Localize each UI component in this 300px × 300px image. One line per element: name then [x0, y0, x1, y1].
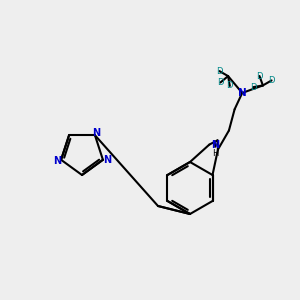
Text: D: D — [256, 71, 263, 80]
Text: N: N — [53, 156, 61, 166]
Text: N: N — [211, 140, 219, 150]
Text: D: D — [268, 76, 275, 85]
Text: H: H — [212, 149, 218, 158]
Text: D: D — [250, 83, 256, 92]
Text: N: N — [238, 88, 247, 98]
Text: N: N — [92, 128, 100, 138]
Text: D: D — [226, 81, 233, 90]
Text: D: D — [216, 67, 223, 76]
Text: D: D — [217, 78, 224, 87]
Text: N: N — [103, 155, 111, 165]
